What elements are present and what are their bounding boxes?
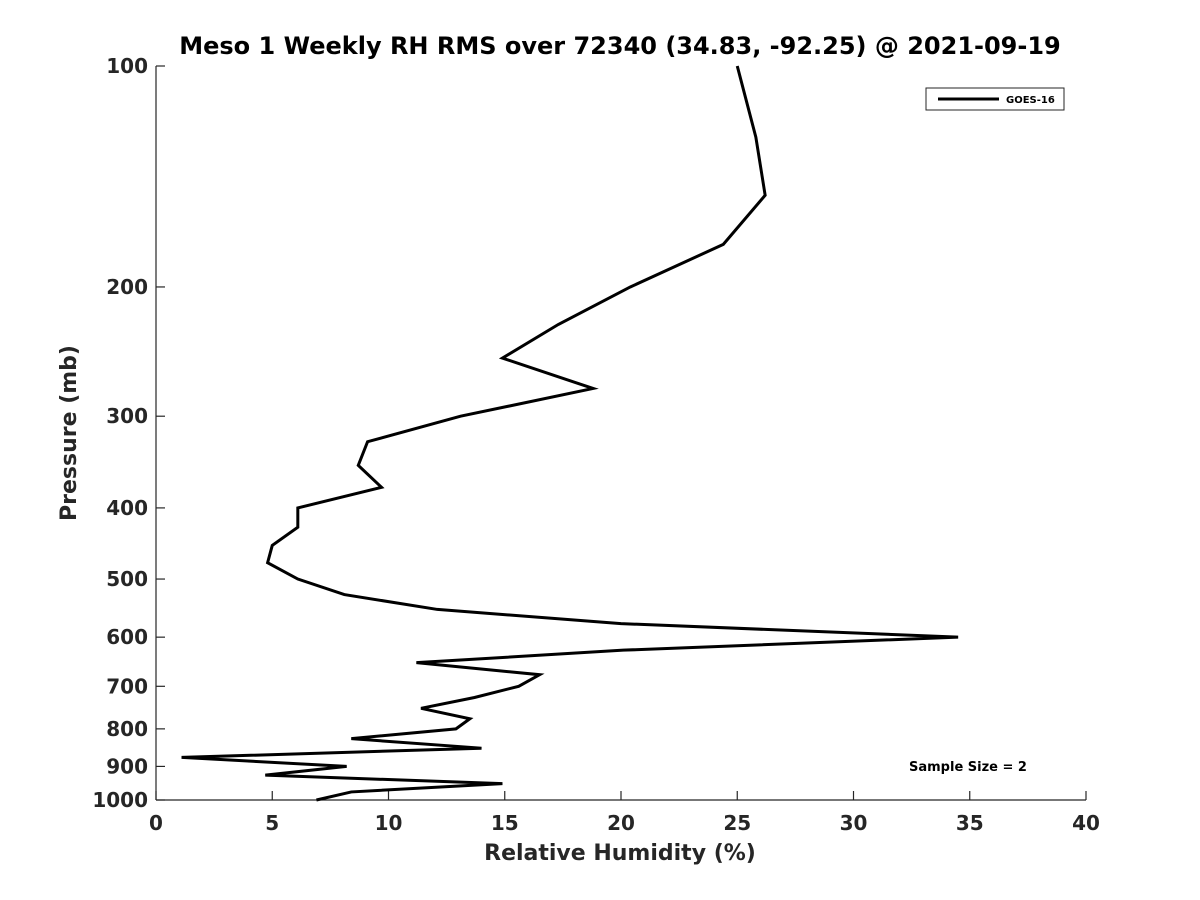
series-layer (181, 65, 959, 802)
y-tick-label: 900 (106, 754, 148, 778)
x-tick-label: 30 (840, 811, 868, 835)
x-tick-label: 35 (956, 811, 984, 835)
y-tick-label: 500 (106, 567, 148, 591)
sample-size-annotation: Sample Size = 2 (909, 760, 1027, 775)
y-tick-label: 100 (106, 54, 148, 78)
legend-label: GOES-16 (1006, 95, 1055, 106)
y-tick-label: 800 (106, 717, 148, 741)
y-ticks: 100 200 300 400 500 600 700 800 900 1000 (92, 54, 165, 812)
x-tick-label: 20 (607, 811, 635, 835)
y-tick-label: 600 (106, 625, 148, 649)
x-tick-label: 15 (491, 811, 519, 835)
x-axis-label: Relative Humidity (%) (484, 841, 756, 866)
y-tick-label: 700 (106, 674, 148, 698)
y-tick-label: 200 (106, 275, 148, 299)
y-tick-label: 1000 (92, 788, 148, 812)
chart-title: Meso 1 Weekly RH RMS over 72340 (34.83, … (179, 32, 1061, 60)
legend: GOES-16 (925, 87, 1065, 111)
x-ticks: 0 5 10 15 20 25 30 35 40 (149, 791, 1100, 835)
y-tick-label: 300 (106, 404, 148, 428)
x-tick-label: 10 (375, 811, 403, 835)
x-tick-label: 5 (265, 811, 279, 835)
y-tick-label: 400 (106, 496, 148, 520)
y-axis-label: Pressure (mb) (57, 345, 82, 521)
x-tick-label: 0 (149, 811, 163, 835)
x-tick-label: 40 (1072, 811, 1100, 835)
x-tick-label: 25 (723, 811, 751, 835)
axes (155, 66, 1086, 801)
series-line-goes-16 (181, 65, 959, 802)
